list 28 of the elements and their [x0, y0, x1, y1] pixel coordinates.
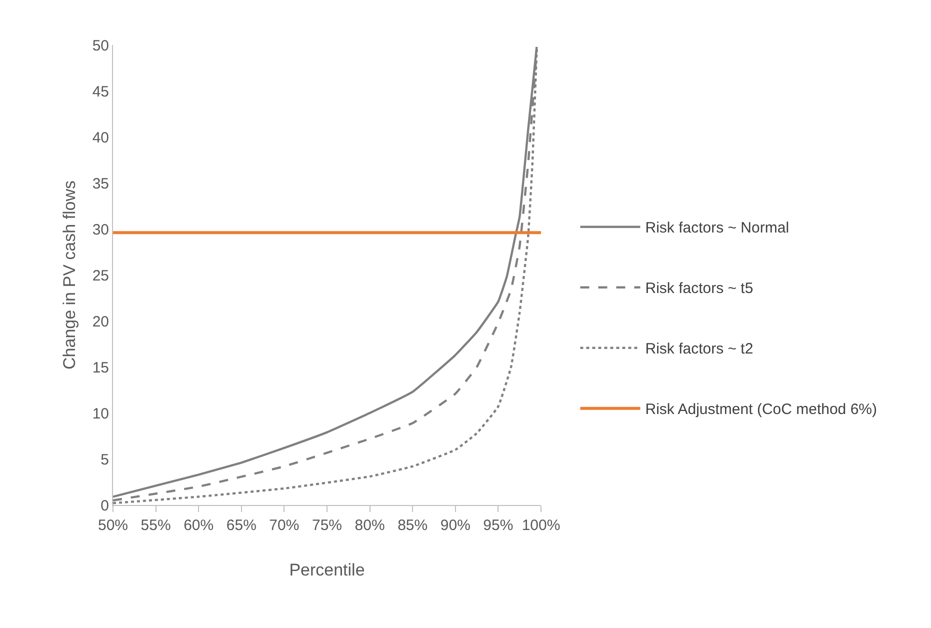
x-axis-title: Percentile: [289, 560, 365, 580]
x-tick-label: 95%: [483, 517, 514, 534]
y-tick-label: 15: [92, 359, 109, 376]
legend-label: Risk factors ~ t2: [645, 340, 754, 358]
x-tick-label: 70%: [269, 517, 300, 534]
y-tick-label: 35: [92, 175, 109, 192]
y-tick-label: 30: [92, 221, 109, 238]
y-tick-label: 0: [100, 497, 109, 514]
x-tick-label: 60%: [184, 517, 214, 534]
x-tick-label: 65%: [226, 517, 256, 534]
y-tick-label: 25: [92, 267, 109, 284]
y-tick-label: 50: [92, 37, 109, 54]
x-tick-label: 85%: [398, 517, 428, 534]
legend-label: Risk factors ~ Normal: [645, 220, 790, 237]
y-tick-label: 45: [92, 83, 109, 100]
y-tick-label: 40: [92, 129, 109, 146]
x-tick-label: 75%: [312, 517, 342, 534]
x-tick-label: 55%: [140, 517, 171, 534]
y-tick-label: 5: [100, 451, 109, 468]
y-tick-label: 10: [92, 405, 109, 422]
x-tick-label: 80%: [354, 517, 385, 534]
x-tick-label: 90%: [440, 517, 470, 534]
y-tick-label: 20: [92, 313, 109, 330]
legend-label: Risk factors ~ t5: [645, 280, 754, 298]
x-tick-label: 100%: [522, 517, 560, 534]
x-tick-label: 50%: [98, 517, 128, 534]
y-axis-title: Change in PV cash flows: [60, 180, 79, 370]
legend-label: Risk Adjustment (CoC method 6%): [645, 401, 878, 418]
